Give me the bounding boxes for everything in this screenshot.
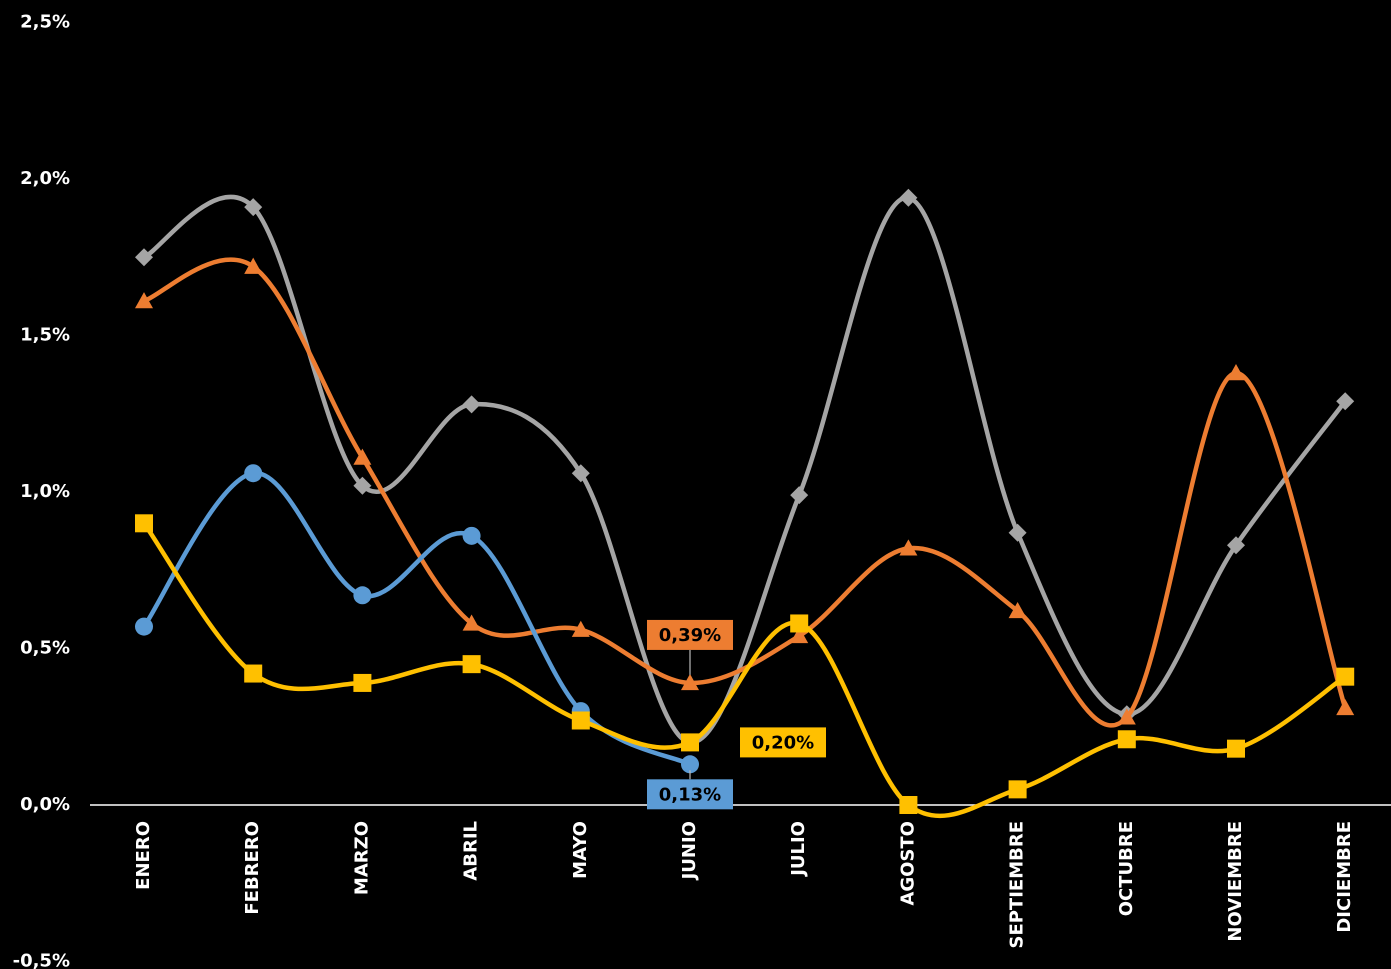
- marker: [462, 655, 481, 674]
- y-tick-label: 2,5%: [20, 12, 70, 33]
- marker: [790, 626, 809, 644]
- data-label-text: 0,13%: [659, 784, 721, 805]
- marker: [1008, 601, 1027, 619]
- x-tick-label: ABRIL: [461, 821, 482, 881]
- series-line: [141, 194, 1348, 745]
- marker: [462, 395, 481, 414]
- y-tick-label: -0,5%: [13, 951, 70, 969]
- marker: [790, 486, 809, 505]
- data-label-box: [647, 619, 733, 650]
- marker: [1117, 708, 1136, 725]
- marker: [353, 476, 372, 495]
- marker: [1336, 392, 1355, 411]
- marker: [681, 733, 699, 752]
- data-label: 0,39%: [647, 619, 733, 650]
- x-tick-label: JUNIO: [679, 821, 700, 881]
- x-tick-label: NOVIEMBRE: [1225, 821, 1246, 942]
- marker: [1008, 523, 1027, 542]
- marker: [244, 198, 263, 217]
- marker: [462, 614, 481, 631]
- marker: [135, 514, 153, 533]
- y-tick-label: 1,5%: [20, 325, 70, 346]
- data-label-box: [740, 727, 826, 758]
- data-label: 0,20%: [740, 727, 826, 758]
- x-tick-label: MAYO: [570, 821, 591, 879]
- x-tick-label: AGOSTO: [897, 821, 918, 906]
- x-tick-label: JULIO: [788, 821, 809, 878]
- x-tick-label: DICIEMBRE: [1334, 821, 1355, 933]
- marker: [790, 614, 809, 633]
- marker: [899, 188, 918, 207]
- marker: [571, 711, 590, 730]
- marker: [462, 526, 481, 545]
- x-tick-label: FEBRERO: [242, 821, 263, 915]
- x-tick-label: SEPTIEMBRE: [1007, 821, 1028, 949]
- y-tick-label: 2,0%: [20, 168, 70, 189]
- marker: [244, 257, 263, 274]
- series-line: [141, 470, 693, 767]
- series-line: [141, 521, 1348, 819]
- marker: [1008, 780, 1027, 799]
- marker: [135, 617, 153, 636]
- marker: [571, 620, 590, 637]
- marker: [135, 248, 153, 267]
- y-tick-label: 0,0%: [20, 794, 70, 815]
- marker: [681, 673, 699, 691]
- marker: [353, 448, 372, 465]
- marker: [244, 464, 263, 483]
- x-tick-label: ENERO: [133, 821, 154, 890]
- marker: [135, 292, 153, 309]
- marker: [353, 586, 372, 605]
- y-tick-label: 1,0%: [20, 481, 70, 502]
- data-label-text: 0,39%: [659, 625, 721, 646]
- data-label-box: [647, 779, 733, 810]
- marker: [1336, 698, 1355, 716]
- x-tick-label: OCTUBRE: [1116, 821, 1137, 916]
- marker: [681, 755, 699, 774]
- marker: [571, 464, 590, 483]
- data-label-text: 0,20%: [752, 732, 814, 753]
- marker: [1117, 730, 1136, 749]
- x-tick-label: MARZO: [351, 821, 372, 895]
- marker: [1227, 364, 1245, 381]
- marker: [1336, 667, 1355, 686]
- marker: [899, 796, 918, 814]
- marker: [1227, 739, 1245, 758]
- marker: [899, 539, 918, 556]
- marker: [244, 664, 263, 683]
- marker: [353, 673, 372, 692]
- y-tick-label: 0,5%: [20, 638, 70, 659]
- marker: [1227, 536, 1245, 555]
- data-label: 0,13%: [647, 779, 733, 810]
